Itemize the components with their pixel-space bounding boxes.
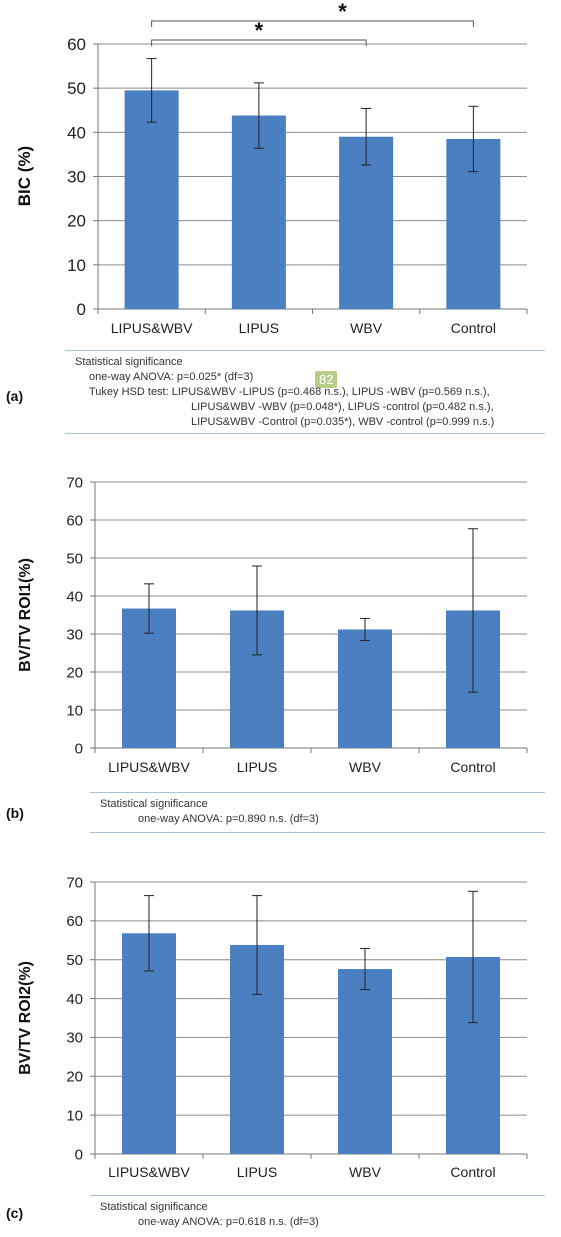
y-tick-label: 0 bbox=[75, 740, 83, 757]
bar bbox=[124, 90, 179, 309]
y-tick-label: 60 bbox=[66, 913, 83, 930]
y-tick-label: 50 bbox=[66, 550, 83, 567]
bar-chart-bvtv-roi1: 0 10 20 30 40 50 60 70 LIPUS&WBV LIPUS WBV Control B… bbox=[17, 474, 528, 775]
panel-label-c: (c) bbox=[6, 1205, 24, 1221]
panel-label-b: (b) bbox=[6, 805, 24, 821]
y-tick-label: 10 bbox=[67, 256, 86, 275]
y-tick-label: 10 bbox=[66, 1107, 83, 1124]
y-axis-label: BV/TV ROI1(%) bbox=[17, 558, 34, 672]
stats-tukey-cont2: LIPUS&WBV -Control (p=0.035*), WBV -cont… bbox=[191, 416, 495, 428]
category-label: LIPUS&WBV bbox=[108, 759, 190, 775]
significance-bracket bbox=[151, 39, 367, 46]
bar-chart-bic: 0 10 20 30 40 50 60 LIPUS&WBV LIPUS WBV Control BIC… bbox=[15, 0, 528, 336]
y-axis-label: BIC (%) bbox=[15, 146, 34, 206]
category-label: WBV bbox=[350, 320, 383, 336]
stats-anova: one-way ANOVA: p=0.618 n.s. (df=3) bbox=[138, 1216, 319, 1228]
stats-tukey: Tukey HSD test: LIPUS&WBV -LIPUS (p=0.46… bbox=[89, 386, 490, 398]
stats-notes-c: Statistical significance one-way ANOVA: … bbox=[100, 1200, 319, 1230]
stats-anova: one-way ANOVA: p=0.025* (df=3) bbox=[89, 371, 254, 383]
category-label: WBV bbox=[349, 759, 382, 775]
bar bbox=[338, 969, 392, 1154]
stats-separator bbox=[90, 792, 545, 793]
y-tick-label: 40 bbox=[67, 123, 86, 142]
y-tick-label: 30 bbox=[66, 1030, 83, 1047]
y-tick-label: 70 bbox=[66, 474, 83, 491]
y-tick-label: 40 bbox=[66, 991, 83, 1008]
category-label: WBV bbox=[349, 1164, 382, 1180]
category-label: LIPUS bbox=[237, 1164, 277, 1180]
significance-marker: * bbox=[338, 0, 347, 24]
bar-chart-bvtv-roi2: 0 10 20 30 40 50 60 70 LIPUS&WBV LIPUS WBV Control B… bbox=[17, 874, 528, 1180]
y-tick-label: 20 bbox=[67, 212, 86, 231]
significance-marker: * bbox=[255, 18, 264, 43]
category-label: LIPUS&WBV bbox=[111, 320, 193, 336]
stats-separator bbox=[65, 350, 545, 351]
page-number-badge: 82 bbox=[315, 371, 338, 388]
stats-heading: Statistical significance bbox=[100, 1201, 208, 1213]
panel-label-a: (a) bbox=[6, 388, 24, 404]
significance-bracket bbox=[151, 20, 474, 27]
stats-heading: Statistical significance bbox=[100, 798, 208, 810]
y-tick-label: 60 bbox=[66, 512, 83, 529]
y-tick-label: 30 bbox=[67, 167, 86, 186]
category-label: LIPUS bbox=[239, 320, 279, 336]
stats-heading: Statistical significance bbox=[75, 356, 183, 368]
y-tick-label: 20 bbox=[66, 664, 83, 681]
y-tick-label: 70 bbox=[66, 874, 83, 891]
y-tick-label: 20 bbox=[66, 1069, 83, 1086]
y-tick-label: 50 bbox=[66, 952, 83, 969]
stats-notes-a: Statistical significance one-way ANOVA: … bbox=[75, 355, 494, 430]
category-label: LIPUS bbox=[237, 759, 277, 775]
y-tick-label: 0 bbox=[77, 300, 86, 319]
y-tick-label: 50 bbox=[67, 79, 86, 98]
bar bbox=[338, 629, 392, 748]
y-tick-label: 40 bbox=[66, 588, 83, 605]
stats-separator bbox=[90, 832, 545, 833]
category-label: Control bbox=[451, 320, 496, 336]
stats-anova: one-way ANOVA: p=0.890 n.s. (df=3) bbox=[138, 813, 319, 825]
category-label: Control bbox=[450, 1164, 495, 1180]
stats-tukey-cont1: LIPUS&WBV -WBV (p=0.048*), LIPUS -contro… bbox=[191, 401, 494, 413]
category-label: LIPUS&WBV bbox=[108, 1164, 190, 1180]
y-axis-label: BV/TV ROI2(%) bbox=[17, 961, 34, 1075]
stats-separator bbox=[90, 1195, 545, 1196]
y-tick-label: 60 bbox=[67, 35, 86, 54]
y-tick-label: 30 bbox=[66, 626, 83, 643]
stats-separator bbox=[65, 433, 545, 434]
category-label: Control bbox=[450, 759, 495, 775]
y-tick-label: 0 bbox=[75, 1146, 83, 1163]
y-tick-label: 10 bbox=[66, 702, 83, 719]
stats-notes-b: Statistical significance one-way ANOVA: … bbox=[100, 797, 319, 827]
